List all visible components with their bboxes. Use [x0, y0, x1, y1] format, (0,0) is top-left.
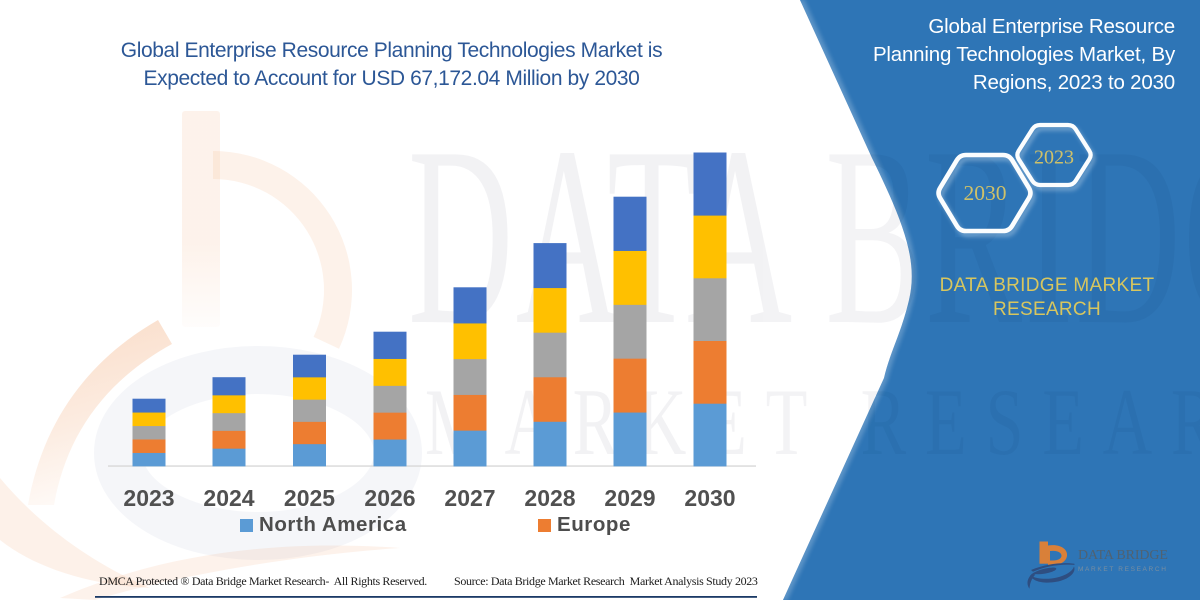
svg-text:RESEARCH: RESEARCH: [993, 299, 1101, 320]
svg-text:DATA BRIDGE MARKET: DATA BRIDGE MARKET: [940, 275, 1155, 296]
svg-text:MARKET RESEARCH: MARKET RESEARCH: [1078, 566, 1168, 573]
svg-text:DATA BRIDGE: DATA BRIDGE: [408, 95, 1200, 379]
svg-text:2030: 2030: [964, 181, 1007, 205]
svg-text:DATA BRIDGE: DATA BRIDGE: [1078, 548, 1169, 563]
svg-text:MARKET RESEARCH: MARKET RESEARCH: [425, 369, 1200, 475]
svg-text:2023: 2023: [1034, 147, 1074, 169]
